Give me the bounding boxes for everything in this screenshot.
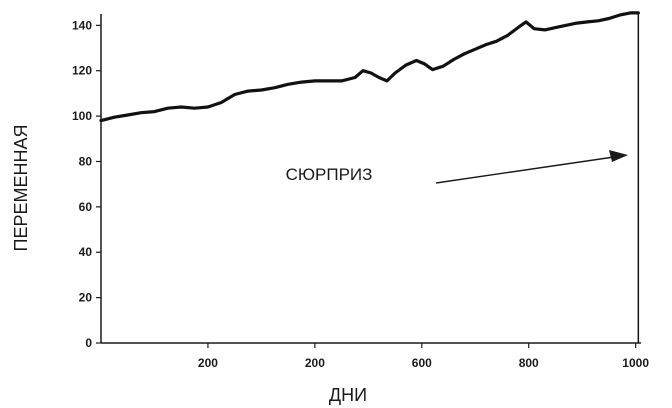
y-tick-label: 60 [79, 200, 93, 214]
x-tick-label: 600 [412, 356, 432, 370]
arrow-head-icon [609, 150, 628, 162]
surprise-annotation-label: СЮРПРИЗ [286, 165, 373, 184]
series-line [99, 11, 640, 123]
y-tick-label: 120 [72, 64, 92, 78]
y-tick-label: 20 [79, 291, 93, 305]
x-tick-label: 800 [519, 356, 539, 370]
y-tick-label: 140 [72, 18, 92, 32]
annotation-arrow [435, 156, 615, 184]
x-tick-label: 200 [305, 356, 325, 370]
x-tick-label: 200 [198, 356, 218, 370]
y-tick-label: 40 [79, 245, 93, 259]
y-ticks: 0 20 40 60 80 100 120 140 [72, 18, 101, 350]
y-tick-label: 0 [85, 336, 92, 350]
x-tick-label: 1000 [622, 356, 649, 370]
y-tick-label: 80 [79, 154, 93, 168]
y-axis-title: ПЕРЕМЕННАЯ [11, 125, 31, 252]
y-tick-label: 100 [72, 109, 92, 123]
x-ticks: 200 200 600 800 1000 [198, 343, 649, 370]
axes [100, 14, 641, 344]
x-axis-title: ДНИ [329, 385, 367, 405]
